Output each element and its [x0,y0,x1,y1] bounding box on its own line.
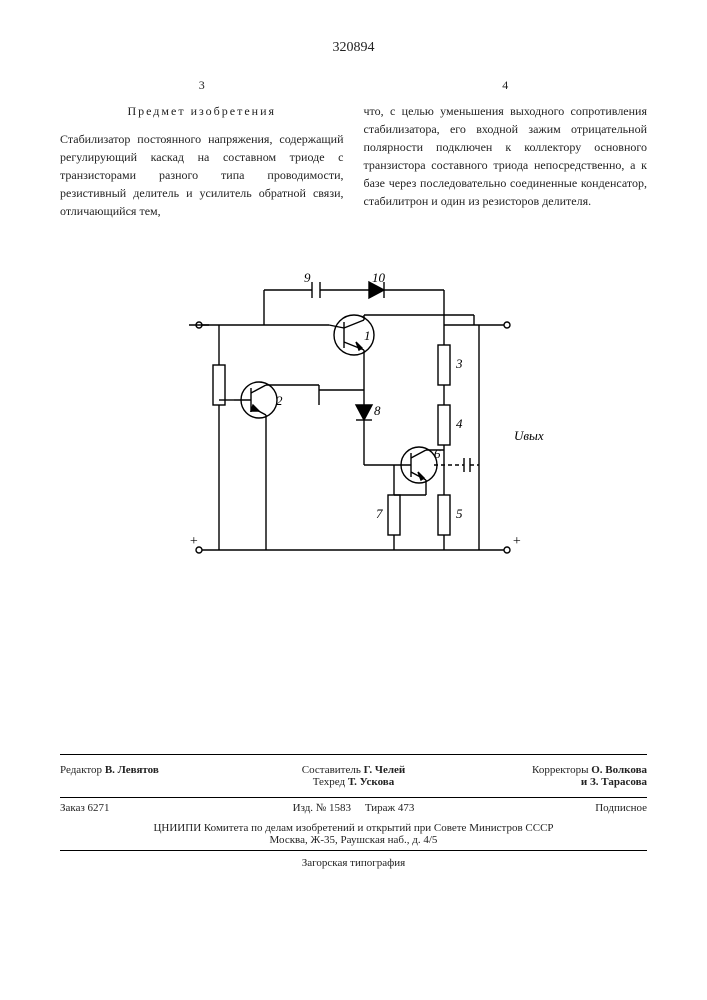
text-columns: 3 Предмет изобретения Стабилизатор посто… [60,76,647,220]
schematic-svg: + + [164,250,544,570]
label-6: 6 [434,446,441,461]
footer-order-line: Заказ 6271 Изд. № 1583 Тираж 473 Подписн… [60,798,647,818]
left-column: 3 Предмет изобретения Стабилизатор посто… [60,76,344,220]
label-7: 7 [376,506,383,521]
footer-credits: Редактор В. Левятов Составитель Г. Челей… [60,754,647,798]
editor: Редактор В. Левятов [60,764,256,788]
right-col-number: 4 [364,76,648,94]
footer-org: ЦНИИПИ Комитета по делам изобретений и о… [60,818,647,851]
printer-line: Загорская типография [60,851,647,869]
compiler-techred: Составитель Г. Челей Техред Т. Ускова [256,764,452,788]
label-1: 1 [364,328,371,343]
right-text: что, с целью уменьшения выходного сопрот… [364,102,648,210]
output-label: Uвых [514,428,544,443]
label-3: 3 [455,356,463,371]
correctors: Корректоры О. Волкова и З. Тарасова [451,764,647,788]
label-2: 2 [276,393,283,408]
svg-text:+: + [512,534,521,549]
circuit-diagram: + + [60,250,647,574]
document-number: 320894 [60,40,647,56]
right-column: 4 что, с целью уменьшения выходного сопр… [364,76,648,220]
label-4: 4 [456,416,463,431]
left-text: Стабилизатор постоянного напряжения, сод… [60,130,344,220]
label-10: 10 [372,270,386,285]
left-col-number: 3 [60,76,344,94]
label-9: 9 [304,270,311,285]
label-5: 5 [456,506,463,521]
subject-heading: Предмет изобретения [60,102,344,120]
label-8: 8 [374,403,381,418]
svg-text:+: + [189,534,198,549]
